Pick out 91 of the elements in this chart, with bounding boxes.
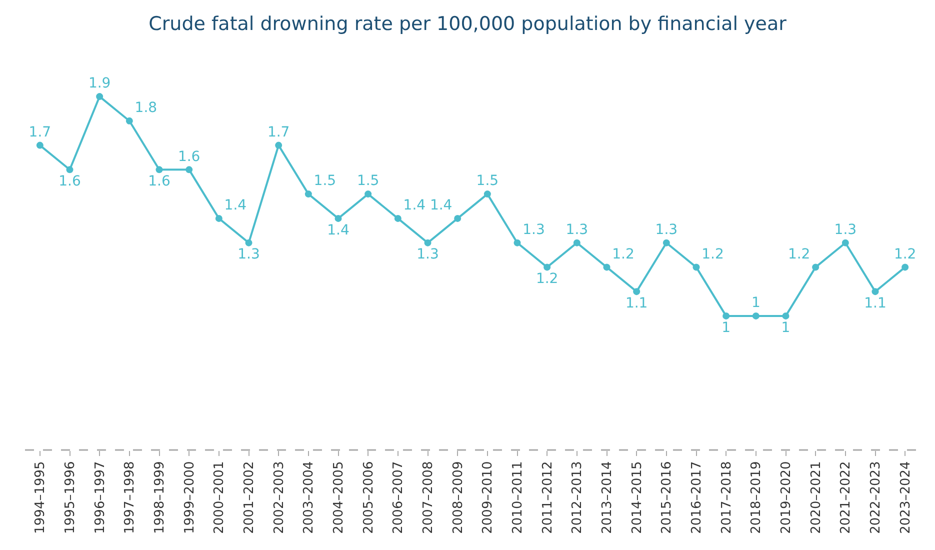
data-label: 1.5: [476, 173, 499, 190]
chart-title: Crude fatal drowning rate per 100,000 population by financial year: [148, 12, 787, 35]
data-label: 1.4: [224, 198, 247, 214]
data-label: 1.2: [536, 271, 558, 288]
x-tick-label: 2014–2015: [630, 461, 645, 534]
point: [722, 312, 730, 320]
data-label: 1.3: [834, 222, 857, 238]
point: [424, 239, 432, 246]
x-tick-label: 2013–2014: [600, 461, 615, 534]
data-label: 1.8: [134, 100, 158, 116]
point: [752, 312, 760, 320]
point: [275, 142, 282, 149]
x-tick-label: 2003–2004: [302, 461, 317, 534]
point: [394, 214, 402, 222]
data-label: 1.2: [788, 246, 810, 262]
data-label: 1.2: [612, 246, 634, 262]
point: [304, 190, 312, 198]
x-tick-label: 2020–2021: [808, 461, 824, 534]
x-tick-label: 1997–1998: [122, 461, 138, 534]
point: [66, 166, 74, 174]
x-tick-label: 2008–2009: [450, 461, 466, 534]
point: [662, 239, 670, 246]
x-tick-label: 1994–1995: [33, 461, 48, 534]
x-tick-label: 2023–2024: [898, 461, 914, 534]
data-label: 1.6: [178, 148, 200, 165]
x-tick-label: 1998–1999: [152, 461, 168, 534]
point: [126, 117, 133, 124]
point: [692, 264, 700, 271]
x-tick-label: 2007–2008: [420, 461, 436, 534]
x-tick-label: 2015–2016: [660, 461, 675, 534]
x-tick-label: 2017–2018: [719, 461, 734, 534]
point: [364, 190, 372, 198]
data-label: 1.7: [267, 124, 290, 140]
point: [842, 239, 849, 246]
data-label: 1.6: [58, 174, 81, 190]
x-tick-label: 1995–1996: [62, 461, 78, 534]
x-tick-label: 2009–2010: [480, 461, 496, 534]
data-label: 1: [781, 320, 790, 336]
x-tick-label: 1999–2000: [182, 461, 198, 534]
point: [902, 264, 909, 271]
data-label: 1.7: [28, 124, 52, 140]
x-tick-label: 2012–2013: [570, 461, 586, 534]
point: [872, 288, 879, 296]
data-label: 1.2: [894, 246, 916, 262]
data-label: 1.1: [864, 295, 886, 312]
x-tick-label: 2021–2022: [838, 461, 854, 534]
x-tick-label: 2011–2012: [540, 461, 556, 534]
point: [96, 93, 104, 100]
data-label: 1.5: [356, 173, 380, 190]
data-label: 1.3: [522, 222, 545, 238]
data-label: 1.3: [238, 246, 260, 263]
x-tick-label: 2005–2006: [361, 461, 376, 534]
data-label: 1.4: [430, 198, 452, 214]
point: [245, 239, 252, 246]
point: [484, 190, 491, 198]
point: [334, 214, 342, 222]
data-label: 1.3: [416, 246, 439, 263]
data-label: 1.3: [655, 222, 678, 238]
x-tick-label: 2001–2002: [242, 461, 257, 534]
x-tick-label: 2010–2011: [510, 461, 526, 534]
x-tick-label: 2004–2005: [331, 461, 346, 534]
point: [186, 166, 193, 174]
x-tick-label: 2000–2001: [212, 461, 228, 534]
point: [215, 214, 222, 222]
point: [812, 264, 820, 271]
data-label: 1.9: [88, 76, 111, 92]
x-tick-label: 2022–2023: [868, 461, 884, 534]
point: [454, 214, 462, 222]
data-label: 1.2: [702, 246, 724, 262]
point: [156, 166, 163, 174]
point: [573, 239, 580, 246]
point: [514, 239, 521, 246]
x-tick-label: 1996–1997: [92, 461, 108, 534]
point: [544, 264, 551, 271]
data-label: 1.4: [403, 198, 426, 214]
data-label: 1: [751, 295, 760, 312]
x-tick-label: 2018–2019: [749, 461, 764, 534]
x-tick-label: 2002–2003: [272, 461, 287, 534]
point: [633, 288, 640, 296]
point: [603, 264, 610, 271]
data-label: 1.4: [327, 222, 350, 238]
data-label: 1.6: [148, 174, 170, 190]
point: [36, 142, 44, 149]
x-tick-label: 2006–2007: [391, 461, 406, 534]
data-label: 1.1: [625, 295, 648, 312]
data-label: 1: [722, 320, 731, 336]
x-tick-label: 2019–2020: [778, 461, 794, 534]
point: [782, 312, 790, 320]
data-label: 1.3: [566, 222, 588, 238]
data-label: 1.5: [314, 173, 336, 190]
x-tick-label: 2016–2017: [689, 461, 704, 534]
